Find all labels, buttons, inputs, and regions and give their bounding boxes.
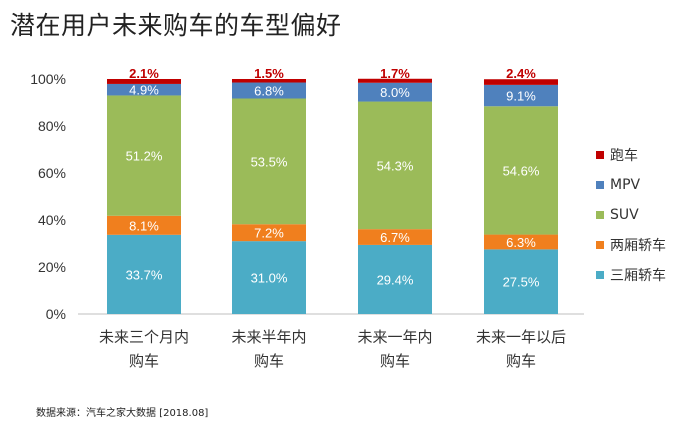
bar-segment <box>107 215 181 235</box>
data-label: 29.4% <box>377 272 414 287</box>
legend-item: SUV <box>596 200 666 230</box>
data-label: 54.6% <box>503 163 540 178</box>
data-label: 2.1% <box>129 66 159 81</box>
bar-segment <box>107 95 181 216</box>
legend-swatch <box>596 271 604 279</box>
x-category-label: 购车 <box>254 352 284 370</box>
data-label: 4.9% <box>129 83 159 98</box>
y-tick-label: 60% <box>38 165 66 181</box>
data-label: 6.3% <box>506 235 536 250</box>
data-label: 8.0% <box>380 85 410 100</box>
legend-swatch <box>596 151 604 159</box>
data-label: 51.2% <box>126 149 163 164</box>
bar-segment <box>358 244 432 314</box>
legend-label: 两厢轿车 <box>610 238 666 254</box>
bar-segment <box>358 229 432 245</box>
bar-segment <box>484 84 558 107</box>
bar-segment <box>232 241 306 314</box>
data-label: 6.8% <box>254 84 284 99</box>
legend-item: 两厢轿车 <box>596 230 666 260</box>
y-tick-label: 0% <box>46 306 66 322</box>
bar-segment <box>232 82 306 99</box>
bar-segment <box>107 79 181 84</box>
data-label: 54.3% <box>377 158 414 173</box>
data-label: 33.7% <box>126 267 163 282</box>
legend-item: 跑车 <box>596 140 666 170</box>
legend-label: MPV <box>610 177 641 193</box>
bar-segment <box>107 83 181 96</box>
bar-segment <box>358 101 432 230</box>
chart-legend: 跑车 MPV SUV 两厢轿车三厢轿车 <box>596 140 666 290</box>
y-tick-label: 40% <box>38 212 66 228</box>
y-tick-label: 100% <box>30 71 66 87</box>
data-label: 1.5% <box>254 66 284 81</box>
data-label: 1.7% <box>380 66 410 81</box>
bar-segment <box>232 98 306 225</box>
bar-segment <box>484 106 558 235</box>
x-category-label: 购车 <box>129 352 159 370</box>
bar-segment <box>484 234 558 250</box>
data-label: 6.7% <box>380 230 410 245</box>
x-category-label: 未来半年内 <box>231 328 306 346</box>
bar-segment <box>232 79 306 83</box>
chart-title: 潜在用户未来购车的车型偏好 <box>10 11 342 40</box>
legend-item: MPV <box>596 170 666 200</box>
bar-segment <box>358 78 432 83</box>
data-label: 8.1% <box>129 218 159 233</box>
data-label: 9.1% <box>506 89 536 104</box>
legend-label: SUV <box>610 207 639 223</box>
data-label: 31.0% <box>251 271 288 286</box>
data-label: 7.2% <box>254 226 284 241</box>
data-label: 2.4% <box>506 66 536 81</box>
legend-swatch <box>596 241 604 249</box>
x-category-label: 购车 <box>380 352 410 370</box>
y-tick-label: 20% <box>38 259 66 275</box>
legend-swatch <box>596 211 604 219</box>
bar-segment <box>107 234 181 314</box>
x-category-label: 未来一年内 <box>357 328 432 346</box>
bar-segment <box>484 79 558 85</box>
bar-segment <box>358 82 432 102</box>
legend-label: 三厢轿车 <box>610 268 666 284</box>
legend-item: 三厢轿车 <box>596 260 666 290</box>
x-category-label: 未来三个月内 <box>99 328 189 346</box>
x-category-label: 未来一年以后 <box>476 328 566 346</box>
x-category-label: 购车 <box>506 352 536 370</box>
y-tick-label: 80% <box>38 118 66 134</box>
data-label: 27.5% <box>503 275 540 290</box>
legend-label: 跑车 <box>610 148 638 164</box>
bar-segment <box>484 249 558 314</box>
legend-swatch <box>596 181 604 189</box>
data-label: 53.5% <box>251 154 288 169</box>
data-source-note: 数据来源：汽车之家大数据 [2018.08] <box>36 408 209 419</box>
bar-segment <box>232 224 306 242</box>
